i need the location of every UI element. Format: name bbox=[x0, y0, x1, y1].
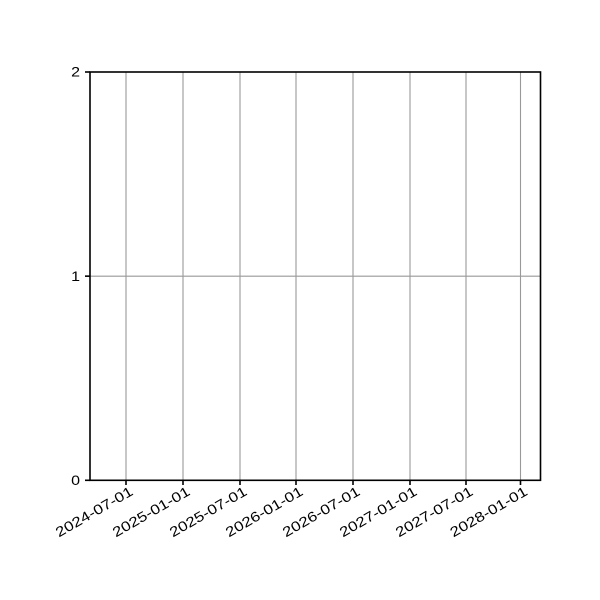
svg-text:0: 0 bbox=[71, 472, 80, 488]
svg-text:2: 2 bbox=[71, 64, 80, 80]
svg-text:1: 1 bbox=[71, 268, 80, 284]
